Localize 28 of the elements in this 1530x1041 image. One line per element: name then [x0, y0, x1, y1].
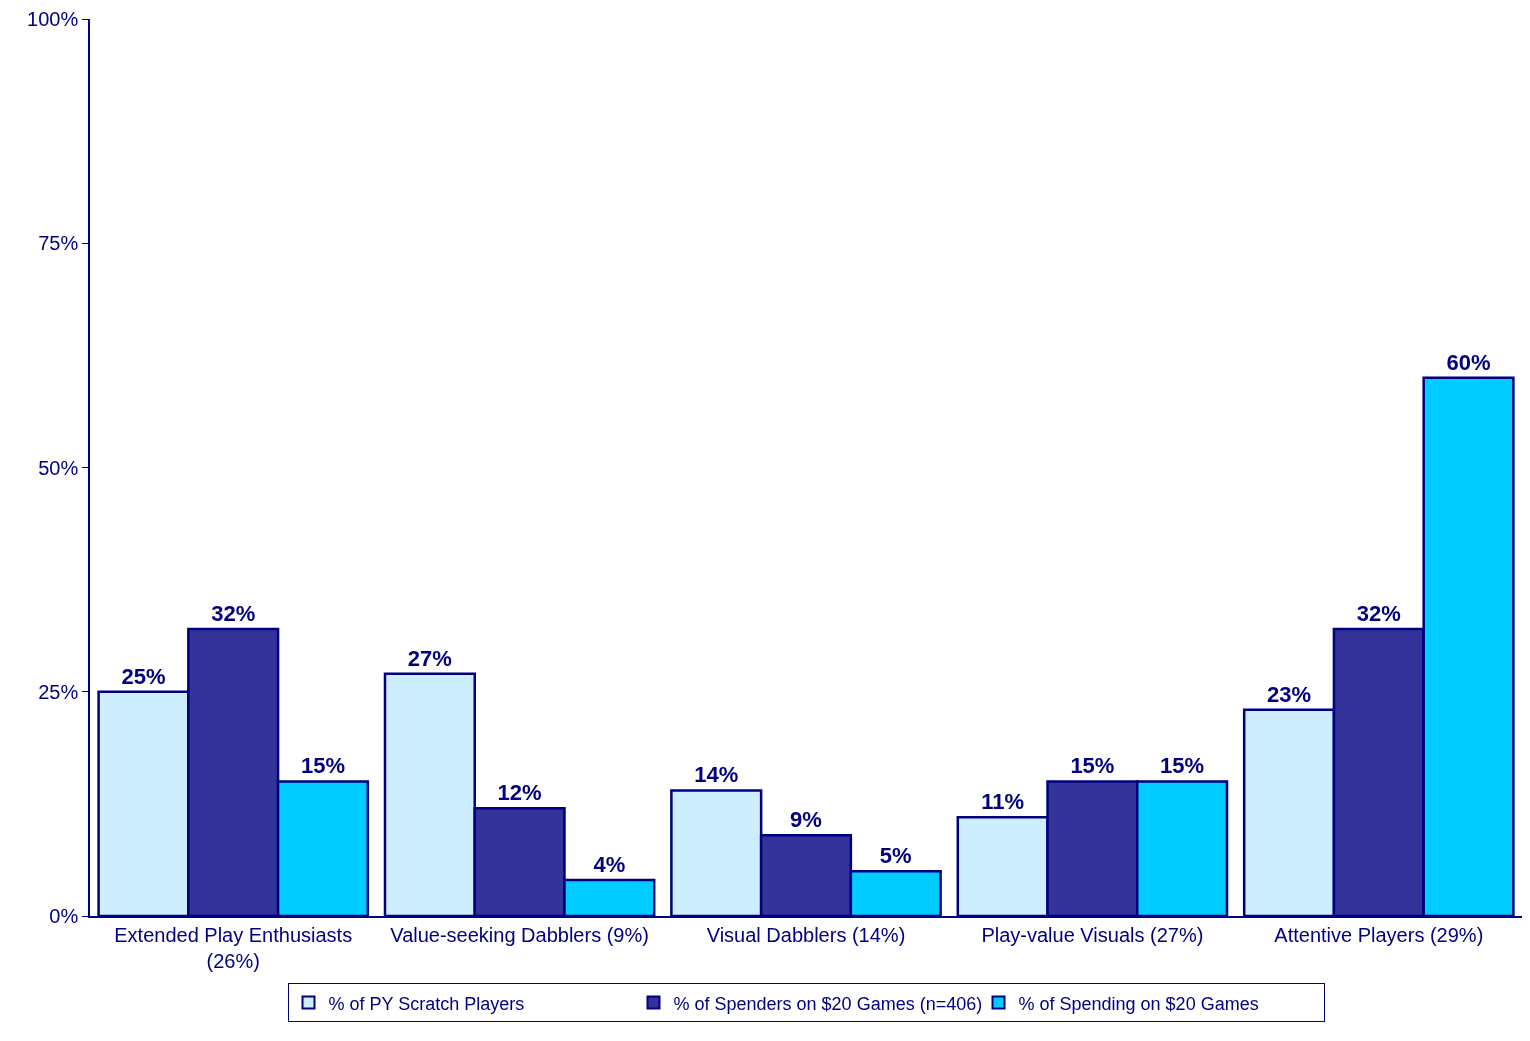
data-label: 23%	[1267, 681, 1312, 707]
data-label: 32%	[211, 600, 256, 626]
data-label: 15%	[1160, 753, 1205, 779]
legend-label: % of Spenders on $20 Games (n=406)	[673, 993, 983, 1014]
legend-label: % of Spending on $20 Games	[1018, 993, 1259, 1014]
x-tick-label: Attentive Players (29%)	[1274, 923, 1484, 946]
data-label: 4%	[593, 852, 626, 878]
x-tick-label: Visual Dabblers (14%)	[706, 923, 906, 946]
y-tick-label: 0%	[49, 905, 79, 927]
y-tick-label: 75%	[38, 232, 79, 255]
x-tick-label: Extended Play Enthusiasts (26%)	[114, 923, 353, 972]
data-label: 15%	[1070, 753, 1115, 779]
x-tick-label: Play-value Visuals (27%)	[981, 923, 1204, 946]
data-label: 27%	[407, 645, 452, 671]
data-label: 14%	[694, 762, 739, 788]
data-label: 5%	[879, 843, 912, 869]
y-tick-label: 100%	[27, 8, 79, 30]
data-label: 32%	[1356, 600, 1401, 626]
y-tick-label: 25%	[38, 680, 79, 703]
y-tick-label: 50%	[38, 456, 79, 479]
x-tick-label: Value-seeking Dabblers (9%)	[390, 923, 649, 946]
data-label: 11%	[981, 789, 1025, 815]
data-label: 12%	[497, 780, 542, 806]
data-label: 25%	[121, 663, 166, 689]
legend-label: % of PY Scratch Players	[328, 993, 525, 1014]
data-label: 60%	[1446, 349, 1491, 375]
data-label: 15%	[300, 753, 345, 779]
data-label: 9%	[790, 807, 822, 833]
